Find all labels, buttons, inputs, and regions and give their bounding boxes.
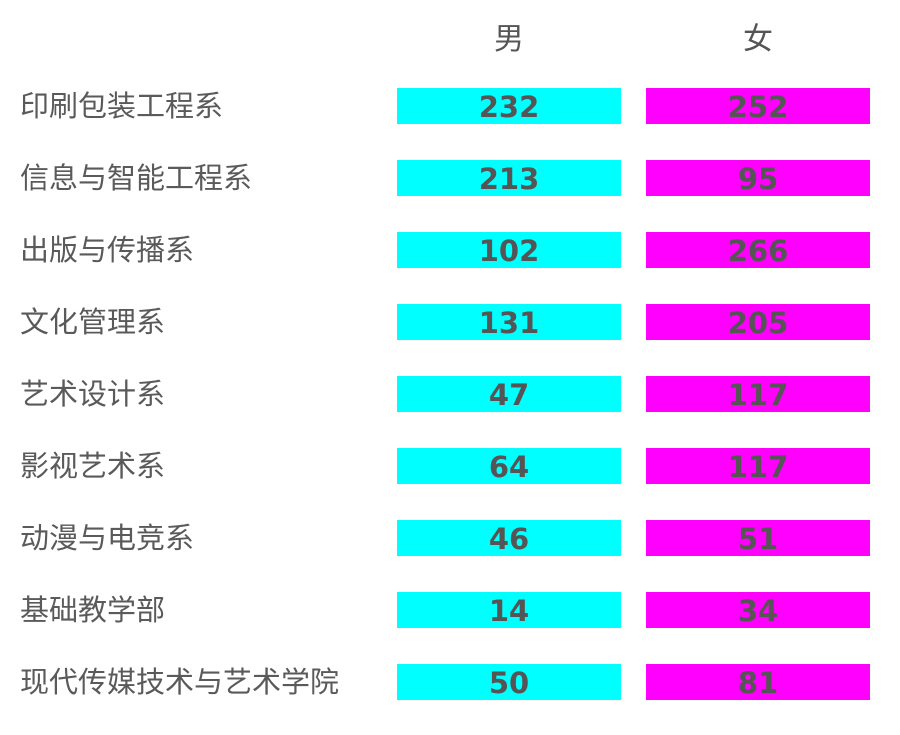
table-row: 现代传媒技术与艺术学院 50 81 [0, 664, 900, 700]
row-label: 影视艺术系 [20, 449, 166, 483]
female-value-cell: 95 [646, 160, 870, 196]
column-header-male: 男 [494, 22, 524, 57]
male-value-cell: 131 [397, 304, 621, 340]
table-row: 影视艺术系 64 117 [0, 448, 900, 484]
female-value-cell: 34 [646, 592, 870, 628]
female-value-cell: 81 [646, 664, 870, 700]
table-row: 动漫与电竞系 46 51 [0, 520, 900, 556]
female-value-cell: 266 [646, 232, 870, 268]
row-label: 印刷包装工程系 [20, 89, 224, 123]
male-value-cell: 50 [397, 664, 621, 700]
row-label: 出版与传播系 [20, 233, 195, 267]
male-value-cell: 14 [397, 592, 621, 628]
table-row: 艺术设计系 47 117 [0, 376, 900, 412]
female-value-cell: 205 [646, 304, 870, 340]
female-value-cell: 117 [646, 376, 870, 412]
row-label: 现代传媒技术与艺术学院 [20, 665, 340, 699]
male-value-cell: 232 [397, 88, 621, 124]
table-row: 文化管理系 131 205 [0, 304, 900, 340]
male-value-cell: 64 [397, 448, 621, 484]
female-value-cell: 252 [646, 88, 870, 124]
table-row: 信息与智能工程系 213 95 [0, 160, 900, 196]
male-value-cell: 46 [397, 520, 621, 556]
row-label: 信息与智能工程系 [20, 161, 253, 195]
female-value-cell: 51 [646, 520, 870, 556]
male-value-cell: 102 [397, 232, 621, 268]
table-row: 印刷包装工程系 232 252 [0, 88, 900, 124]
male-value-cell: 213 [397, 160, 621, 196]
table-row: 出版与传播系 102 266 [0, 232, 900, 268]
row-label: 动漫与电竞系 [20, 521, 195, 555]
male-value-cell: 47 [397, 376, 621, 412]
table-row: 基础教学部 14 34 [0, 592, 900, 628]
row-label: 基础教学部 [20, 593, 166, 627]
column-header-female: 女 [743, 22, 773, 57]
female-value-cell: 117 [646, 448, 870, 484]
row-label: 文化管理系 [20, 305, 166, 339]
row-label: 艺术设计系 [20, 377, 166, 411]
